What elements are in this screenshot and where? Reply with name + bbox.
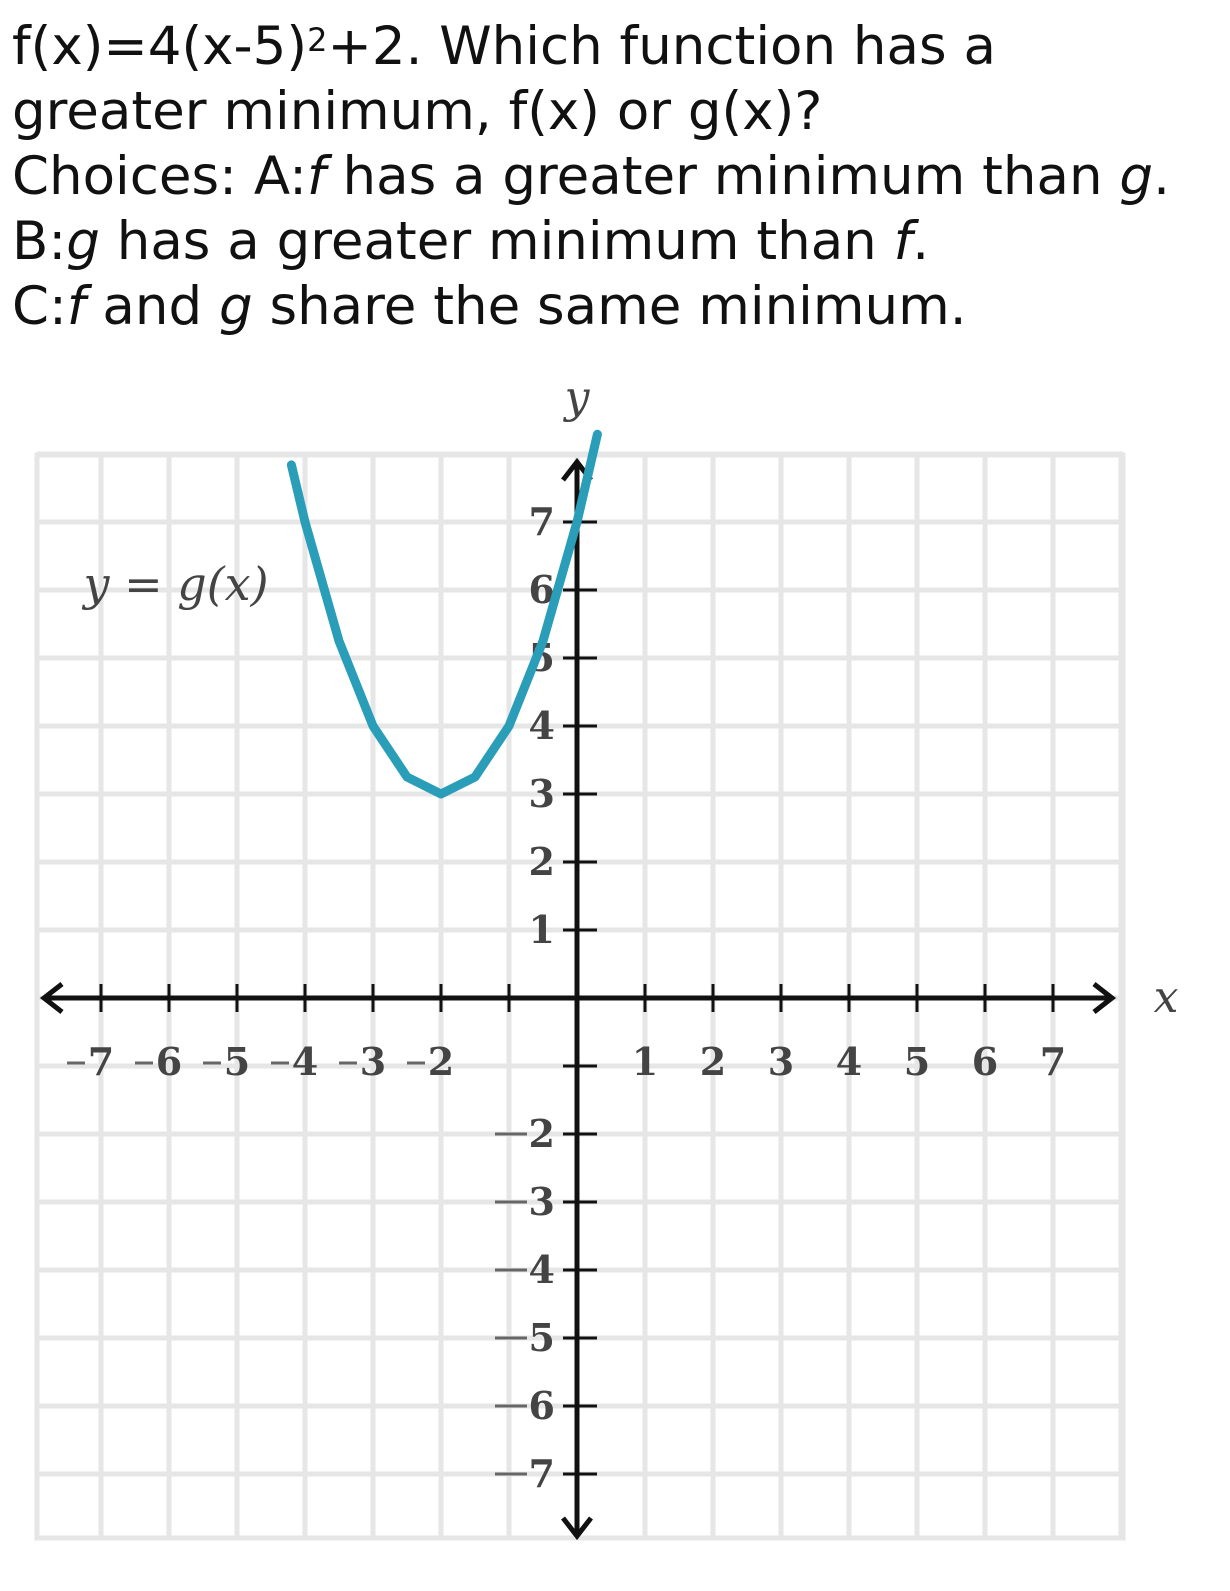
choice-b-f: f bbox=[893, 211, 913, 272]
question-line-2: greater minimum, f(x) or g(x)? bbox=[12, 81, 823, 142]
choice-b-label: B: bbox=[12, 211, 67, 272]
choice-b: B:g has a greater minimum than f. bbox=[12, 209, 1222, 274]
y-tick-label: 3 bbox=[529, 771, 555, 816]
x-tick-label: 4 bbox=[836, 1039, 862, 1084]
x-tick-label: 7 bbox=[88, 1039, 114, 1084]
y-tick-label: 6 bbox=[529, 1383, 555, 1428]
choice-a-f: f bbox=[307, 146, 326, 207]
question-text: f(x)=4(x-5)2+2. Which function has a gre… bbox=[12, 14, 1222, 339]
question-line-1: f(x)=4(x-5)2+2. Which function has a bbox=[12, 14, 1222, 79]
x-axis-arrow-right bbox=[1092, 982, 1117, 1014]
x-tick-label: 2 bbox=[700, 1039, 726, 1084]
g-curve bbox=[286, 429, 602, 799]
x-tick-label: 3 bbox=[768, 1039, 794, 1084]
choice-c-g: g bbox=[218, 276, 253, 337]
choice-b-g: g bbox=[66, 211, 100, 272]
choice-c-text: and bbox=[85, 276, 219, 337]
choice-c-f: f bbox=[66, 276, 86, 337]
choice-a-text: has a greater minimum than bbox=[325, 146, 1120, 207]
choice-a-g: g bbox=[1119, 146, 1154, 207]
y-tick-label: 1 bbox=[529, 907, 555, 952]
x-tick-label: 5 bbox=[224, 1039, 250, 1084]
x-tick-label: 1 bbox=[632, 1039, 658, 1084]
choice-c-label: C: bbox=[12, 276, 67, 337]
x-tick-label: 6 bbox=[972, 1039, 998, 1084]
x-tick-label: 2 bbox=[428, 1039, 454, 1084]
y-tick-label: 2 bbox=[529, 839, 555, 884]
y-tick-label: 3 bbox=[529, 1179, 555, 1224]
x-axis-label: x bbox=[1154, 972, 1179, 1023]
y-tick-label: 7 bbox=[529, 499, 555, 544]
choice-b-text: has a greater minimum than bbox=[99, 211, 894, 272]
equation-suffix: +2. Which function has a bbox=[327, 16, 996, 77]
choice-a: Choices: A:f has a greater minimum than … bbox=[12, 144, 1222, 209]
choice-a-end: . bbox=[1153, 146, 1170, 207]
x-tick-label: 3 bbox=[360, 1039, 386, 1084]
x-axis-arrow-left bbox=[39, 982, 64, 1014]
y-tick-label: 2 bbox=[529, 1111, 555, 1156]
choices-label: Choices: A: bbox=[12, 146, 307, 207]
choice-c: C:f and g share the same minimum. bbox=[12, 274, 1222, 339]
x-tick-label: 6 bbox=[156, 1039, 182, 1084]
grid-border bbox=[34, 452, 1126, 1541]
g-curve-label: y = g(x) bbox=[81, 557, 268, 611]
x-tick-label: 4 bbox=[292, 1039, 318, 1084]
y-tick-label: 4 bbox=[529, 1247, 555, 1292]
y-axis-arrow-down bbox=[561, 1516, 593, 1541]
choice-b-end: . bbox=[912, 211, 930, 272]
equation-prefix: f(x)=4(x-5) bbox=[12, 16, 308, 77]
y-tick-label: 5 bbox=[529, 1315, 555, 1360]
y-axis-label: y bbox=[563, 372, 591, 423]
x-tick-label: 5 bbox=[904, 1039, 930, 1084]
x-tick-label: 7 bbox=[1040, 1039, 1066, 1084]
choice-c-end: share the same minimum. bbox=[252, 276, 967, 337]
equation-exponent: 2 bbox=[307, 21, 328, 59]
y-tick-label: 7 bbox=[529, 1451, 555, 1496]
y-tick-label: 4 bbox=[529, 703, 555, 748]
